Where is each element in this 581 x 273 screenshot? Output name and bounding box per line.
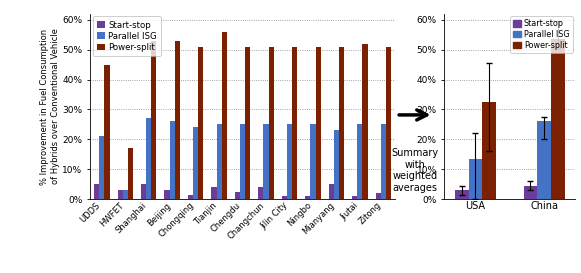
Bar	[455, 190, 468, 199]
Bar	[117, 190, 123, 199]
Bar	[151, 41, 156, 199]
Bar	[245, 47, 250, 199]
Bar	[211, 187, 217, 199]
Bar	[105, 64, 110, 199]
Bar	[551, 39, 565, 199]
Bar	[468, 159, 482, 199]
Bar	[352, 196, 357, 199]
Bar	[240, 124, 245, 199]
Legend: Start-stop, Parallel ISG, Power-split: Start-stop, Parallel ISG, Power-split	[92, 16, 161, 56]
Bar	[339, 47, 344, 199]
Bar	[146, 118, 151, 199]
Bar	[537, 121, 551, 199]
Bar	[123, 190, 128, 199]
Bar	[310, 124, 315, 199]
Bar	[235, 192, 240, 199]
Bar	[381, 124, 386, 199]
Bar	[282, 196, 287, 199]
Bar	[259, 187, 263, 199]
Bar	[386, 47, 391, 199]
Bar	[188, 195, 193, 199]
Bar	[263, 124, 268, 199]
Bar	[128, 149, 133, 199]
Bar	[482, 102, 496, 199]
Bar	[198, 47, 203, 199]
Bar	[334, 130, 339, 199]
Bar	[222, 32, 227, 199]
Bar	[175, 41, 180, 199]
Text: Summary
with
weighted
averages: Summary with weighted averages	[391, 148, 439, 193]
Bar	[329, 184, 334, 199]
Bar	[375, 193, 381, 199]
Bar	[141, 184, 146, 199]
Bar	[305, 196, 310, 199]
Bar	[217, 124, 222, 199]
Bar	[94, 184, 99, 199]
Y-axis label: % Improvement in Fuel Consumption
of Hybrids over Conventional Vehicle: % Improvement in Fuel Consumption of Hyb…	[40, 28, 59, 185]
Bar	[357, 124, 363, 199]
Bar	[315, 47, 321, 199]
Bar	[99, 136, 105, 199]
Legend: Start-stop, Parallel ISG, Power-split: Start-stop, Parallel ISG, Power-split	[510, 16, 573, 53]
Bar	[292, 47, 297, 199]
Bar	[170, 121, 175, 199]
Bar	[268, 47, 274, 199]
Bar	[523, 186, 537, 199]
Bar	[193, 127, 198, 199]
Bar	[164, 190, 170, 199]
Bar	[287, 124, 292, 199]
Bar	[363, 44, 368, 199]
